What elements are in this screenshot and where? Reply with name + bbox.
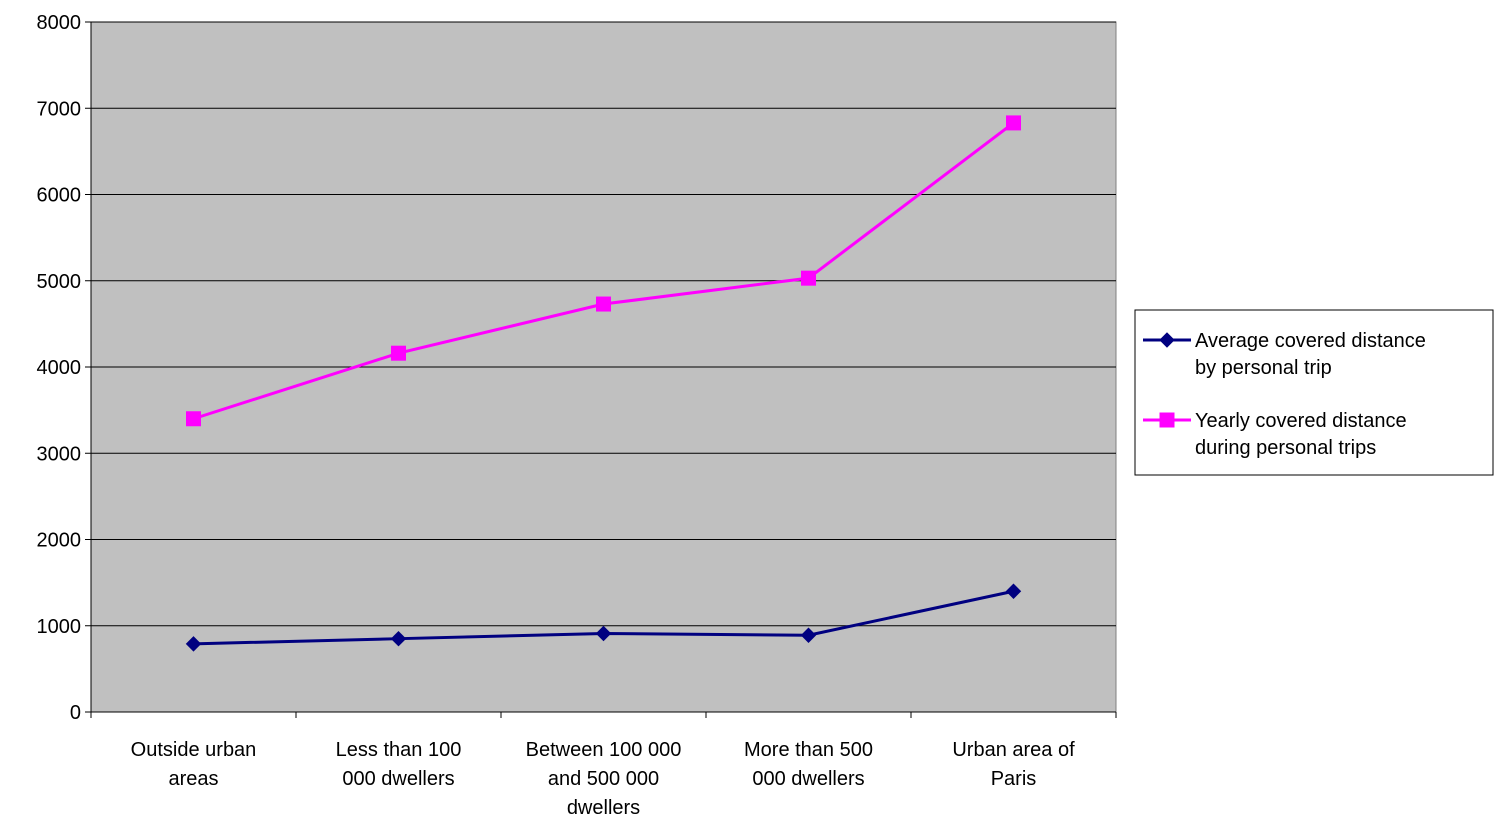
data-point-0-3 (800, 627, 817, 643)
data-point-1-4 (1006, 115, 1021, 131)
x-tick-label: Urban area of Paris (952, 739, 1075, 790)
data-point-0-2 (595, 625, 612, 642)
x-tick-label: Between 100 000 and 500 000 dwellers (526, 739, 682, 819)
data-point-1-0 (186, 411, 201, 427)
data-point-0-4 (1005, 583, 1022, 599)
y-tick-label: 4000 (37, 357, 82, 379)
x-tick-label: More than 500 000 dwellers (744, 739, 873, 790)
legend-box (1134, 309, 1494, 476)
gridlines (91, 21, 1116, 627)
data-point-1-1 (391, 345, 406, 361)
data-point-1-3 (801, 270, 816, 286)
data-point-0-1 (390, 630, 407, 647)
legend-label-1: Yearly covered distance during personal t… (1195, 410, 1407, 459)
tick-labels: 0 1000 2000 3000 4000 5000 6000 7000 8000 Outside… (37, 12, 1076, 819)
y-tick-label: 6000 (37, 185, 82, 207)
legend-marker-1 (1159, 412, 1175, 428)
y-tick-label: 7000 (37, 98, 82, 120)
x-tick-label: Outside urban areas (131, 739, 257, 790)
y-tick-label: 0 (70, 702, 81, 724)
axes (85, 21, 1117, 718)
y-tick-label: 8000 (37, 12, 82, 34)
y-tick-label: 5000 (37, 271, 82, 293)
y-tick-label: 2000 (37, 530, 82, 552)
series-group (185, 115, 1022, 652)
y-tick-label: 1000 (37, 616, 82, 638)
legend-marker-0 (1159, 332, 1175, 348)
data-point-1-2 (596, 296, 611, 312)
x-tick-label: Less than 100 000 dwellers (336, 739, 462, 790)
data-point-0-0 (185, 636, 202, 652)
legend: Average covered distance by personal trip… (1134, 309, 1494, 476)
y-tick-label: 3000 (37, 443, 82, 465)
legend-label-0: Average covered distance by personal trip (1195, 330, 1426, 379)
